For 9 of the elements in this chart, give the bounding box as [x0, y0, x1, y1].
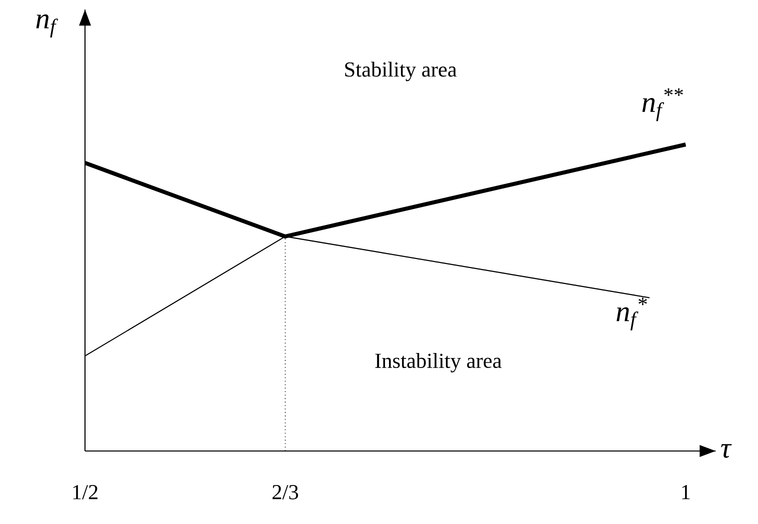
y-axis-title: n$_{f}$ [36, 14, 58, 38]
x-tick-label: 1/2 [73, 485, 98, 500]
x-tick-label: 2/3 [272, 485, 298, 500]
text: Stability area [345, 62, 457, 82]
x-tick-label: 1 [682, 485, 690, 500]
series-label: n$_{f}$* [616, 298, 647, 330]
x-axis-title: τ [721, 444, 732, 458]
annotation: Instability area [375, 353, 502, 372]
series-label: n$_{f}$** [642, 88, 683, 122]
